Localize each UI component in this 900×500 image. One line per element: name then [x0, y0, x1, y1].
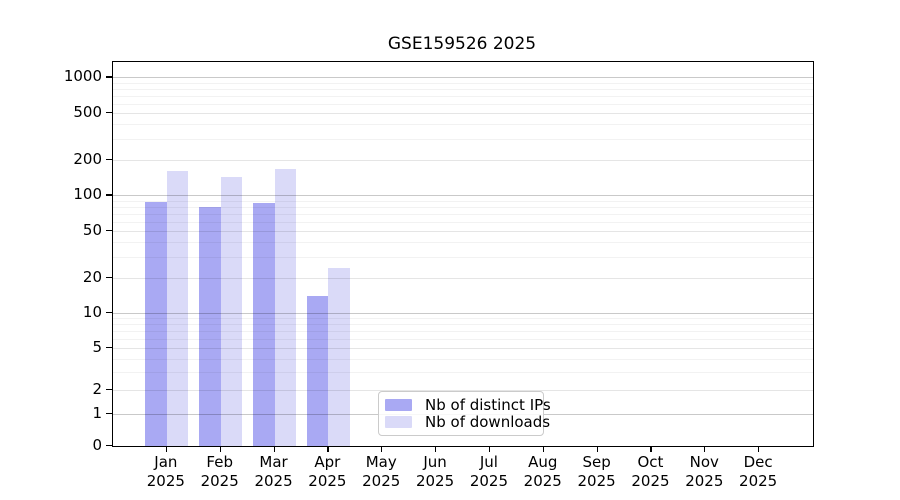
- legend: Nb of distinct IPs Nb of downloads: [378, 391, 551, 436]
- x-tick-label: Aug 2025: [523, 453, 562, 490]
- minor-gridline: [113, 338, 813, 340]
- bar-downloads: [166, 171, 189, 446]
- x-tick-mark: [165, 446, 168, 452]
- minor-gridline: [113, 139, 813, 141]
- y-tick-label: 5: [92, 337, 102, 356]
- y-tick-label: 1: [92, 403, 102, 422]
- legend-label-distinct-ips: Nb of distinct IPs: [425, 396, 551, 414]
- x-tick-mark: [381, 446, 383, 452]
- gridline: [113, 389, 813, 391]
- y-tick-label: 200: [73, 149, 102, 168]
- x-tick-label: Mar 2025: [254, 453, 293, 490]
- bar-distinct-ips: [145, 201, 167, 446]
- minor-gridline: [113, 206, 813, 208]
- legend-swatch-distinct-ips: [385, 399, 412, 411]
- minor-gridline: [113, 256, 813, 258]
- x-tick-label: Oct 2025: [631, 453, 670, 490]
- y-tick-label: 10: [82, 303, 102, 321]
- y-tick-mark: [106, 229, 112, 232]
- y-tick-label: 20: [82, 267, 102, 286]
- y-tick-mark: [106, 346, 112, 348]
- y-tick-mark: [106, 445, 112, 447]
- x-tick-label: Feb 2025: [200, 453, 239, 490]
- plot-area: [112, 61, 814, 447]
- legend-label-downloads: Nb of downloads: [425, 413, 551, 431]
- x-tick-label: Jan 2025: [146, 453, 185, 490]
- minor-gridline: [113, 124, 813, 126]
- bar-downloads: [274, 168, 297, 446]
- gridline: [113, 159, 813, 161]
- minor-gridline: [113, 324, 813, 326]
- x-tick-mark: [596, 446, 598, 452]
- y-tick-mark: [106, 76, 112, 78]
- y-tick-mark: [106, 388, 112, 390]
- y-tick-mark: [106, 158, 112, 161]
- x-tick-mark: [542, 446, 544, 452]
- x-tick-label: Apr 2025: [308, 453, 347, 490]
- x-tick-mark: [758, 446, 760, 452]
- y-tick-mark: [106, 312, 112, 314]
- major-gridline: [113, 77, 813, 79]
- y-tick-mark: [106, 111, 112, 114]
- minor-gridline: [113, 221, 813, 223]
- y-tick-label: 1000: [63, 67, 102, 86]
- y-tick-label: 100: [73, 185, 102, 204]
- x-tick-label: Sep 2025: [577, 453, 616, 490]
- y-tick-mark: [106, 412, 112, 415]
- y-tick-mark: [106, 194, 112, 196]
- minor-gridline: [113, 82, 813, 84]
- x-tick-mark: [435, 446, 437, 452]
- bar-distinct-ips: [253, 203, 275, 446]
- minor-gridline: [113, 88, 813, 90]
- bar-distinct-ips: [199, 207, 221, 446]
- y-tick-label: 50: [82, 220, 102, 239]
- gridline: [113, 277, 813, 279]
- legend-row-downloads: Nb of downloads: [385, 413, 550, 431]
- minor-gridline: [113, 242, 813, 244]
- y-tick-label: 2: [92, 379, 102, 398]
- y-tick-label: 500: [73, 102, 102, 121]
- minor-gridline: [113, 213, 813, 215]
- bar-downloads: [220, 177, 243, 446]
- x-tick-mark: [273, 446, 275, 452]
- minor-gridline: [113, 358, 813, 360]
- x-tick-label: Dec 2025: [739, 453, 778, 490]
- gridline: [113, 347, 813, 349]
- minor-gridline: [113, 318, 813, 320]
- x-tick-mark: [704, 446, 706, 452]
- bar-downloads: [328, 268, 350, 446]
- minor-gridline: [113, 95, 813, 97]
- legend-swatch-downloads: [385, 416, 412, 428]
- y-tick-mark: [106, 276, 112, 278]
- x-tick-label: Nov 2025: [685, 453, 724, 490]
- minor-gridline: [113, 103, 813, 105]
- gridline: [113, 112, 813, 114]
- x-tick-mark: [650, 446, 652, 452]
- major-gridline: [113, 313, 813, 314]
- x-tick-mark: [488, 446, 491, 452]
- chart-title: GSE159526 2025: [387, 34, 537, 54]
- x-tick-label: Jun 2025: [415, 453, 455, 490]
- gridline: [113, 230, 813, 232]
- x-tick-mark: [219, 446, 221, 452]
- x-tick-label: Jul 2025: [469, 453, 509, 490]
- minor-gridline: [113, 330, 813, 332]
- minor-gridline: [113, 372, 813, 374]
- x-tick-label: May 2025: [362, 453, 401, 490]
- major-gridline: [113, 195, 813, 197]
- legend-row-distinct-ips: Nb of distinct IPs: [385, 396, 551, 414]
- minor-gridline: [113, 200, 813, 202]
- x-tick-mark: [327, 446, 329, 452]
- bar-distinct-ips: [306, 295, 329, 446]
- y-tick-label: 0: [92, 436, 102, 454]
